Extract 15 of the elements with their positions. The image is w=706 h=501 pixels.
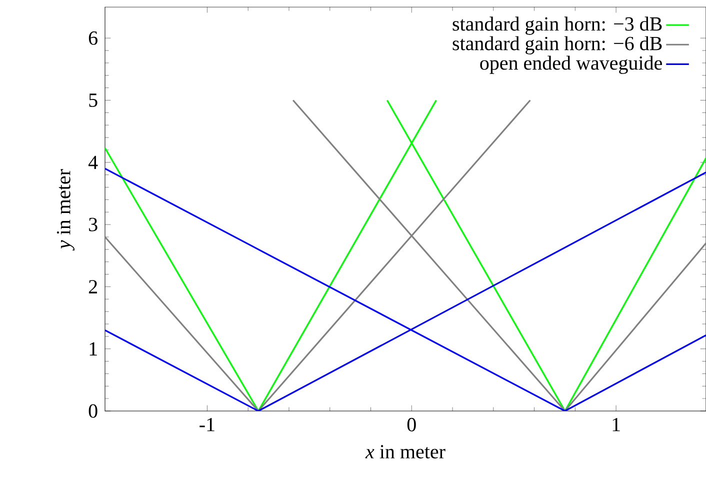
y-tick-label: 4	[88, 156, 98, 169]
x-tick-label: -1	[200, 418, 214, 432]
x-tick-label: 1	[612, 418, 620, 432]
legend-label: standard gain horn: −6 dB	[452, 36, 662, 54]
legend-label: standard gain horn: −3 dB	[452, 16, 662, 35]
x-tick-label: 0	[407, 418, 416, 432]
x-axis-title: x in meter	[365, 445, 446, 458]
y-tick-label: 6	[88, 31, 98, 45]
legend-label: open ended waveguide	[480, 56, 662, 74]
y-axis-title: y in meter	[56, 169, 74, 251]
y-tick-label: 5	[89, 94, 98, 107]
y-tick-label: 3	[89, 218, 98, 232]
y-tick-label: 2	[88, 280, 97, 294]
y-tick-label: 0	[88, 404, 98, 418]
y-tick-label: 1	[90, 342, 97, 356]
